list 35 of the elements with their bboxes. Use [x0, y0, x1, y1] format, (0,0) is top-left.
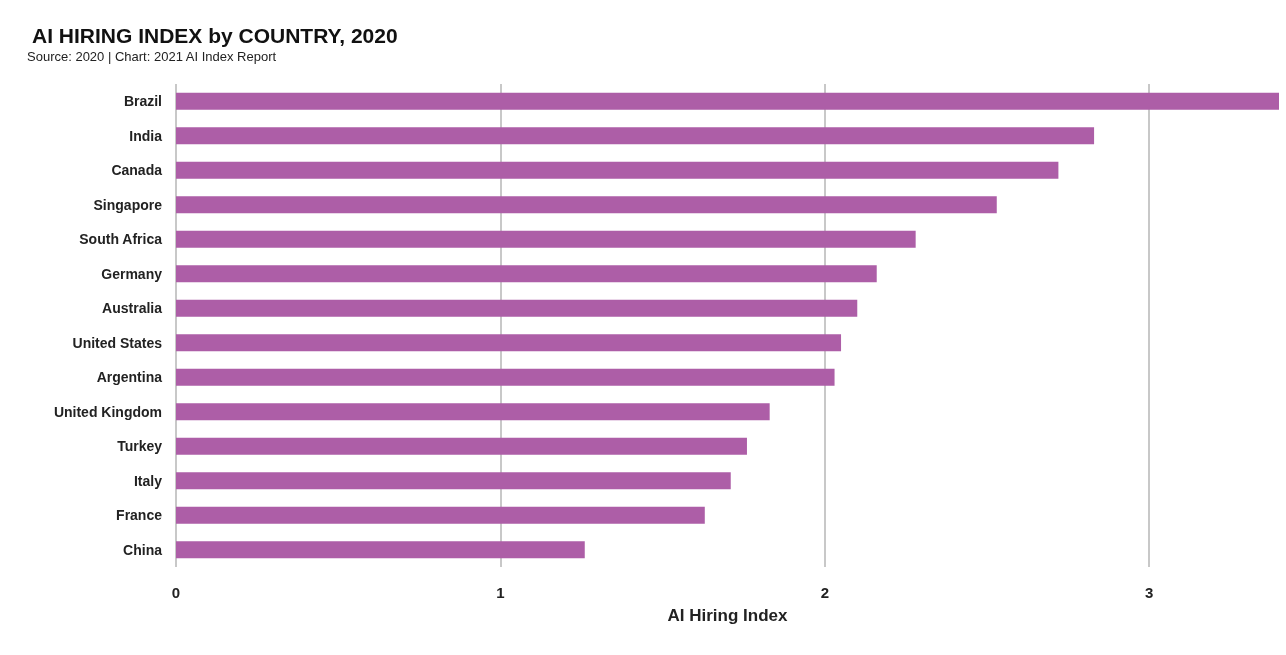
- y-tick-label: South Africa: [79, 231, 163, 248]
- bar: [176, 506, 705, 524]
- y-tick-label: United States: [72, 334, 163, 351]
- x-tick-label: 3: [1145, 584, 1154, 601]
- bar: [176, 230, 916, 248]
- y-tick-label: Italy: [133, 472, 163, 489]
- bar: [176, 472, 731, 490]
- bar: [176, 265, 877, 283]
- x-tick-label: 2: [820, 584, 829, 601]
- y-tick-label: Canada: [111, 162, 163, 179]
- y-tick-label: China: [123, 541, 163, 558]
- bar: [176, 368, 835, 386]
- y-tick-label: United Kingdom: [53, 403, 162, 420]
- y-tick-label: France: [116, 507, 163, 524]
- bar: [176, 541, 585, 559]
- y-tick-label: Turkey: [117, 438, 163, 455]
- bar: [176, 437, 747, 455]
- y-tick-label: Brazil: [123, 93, 162, 110]
- bar: [176, 334, 842, 352]
- bar: [176, 196, 997, 214]
- bar: [176, 161, 1059, 179]
- bar: [176, 92, 1279, 110]
- source-note: Source: 2020 | Chart: 2021 AI Index Report: [27, 49, 277, 64]
- y-tick-label: India: [129, 127, 163, 144]
- x-tick-label: 1: [496, 584, 505, 601]
- bar: [176, 299, 858, 317]
- bar: [176, 127, 1095, 145]
- y-tick-label: Argentina: [96, 369, 163, 386]
- y-tick-label: Australia: [102, 300, 163, 317]
- x-tick-label: 0: [171, 584, 181, 601]
- bar: [176, 403, 770, 421]
- y-tick-label: Germany: [101, 265, 163, 282]
- y-tick-label: Singapore: [93, 196, 163, 213]
- x-axis-title: AI Hiring Index: [667, 606, 789, 625]
- chart-title: AI HIRING INDEX by COUNTRY, 2020: [32, 24, 398, 47]
